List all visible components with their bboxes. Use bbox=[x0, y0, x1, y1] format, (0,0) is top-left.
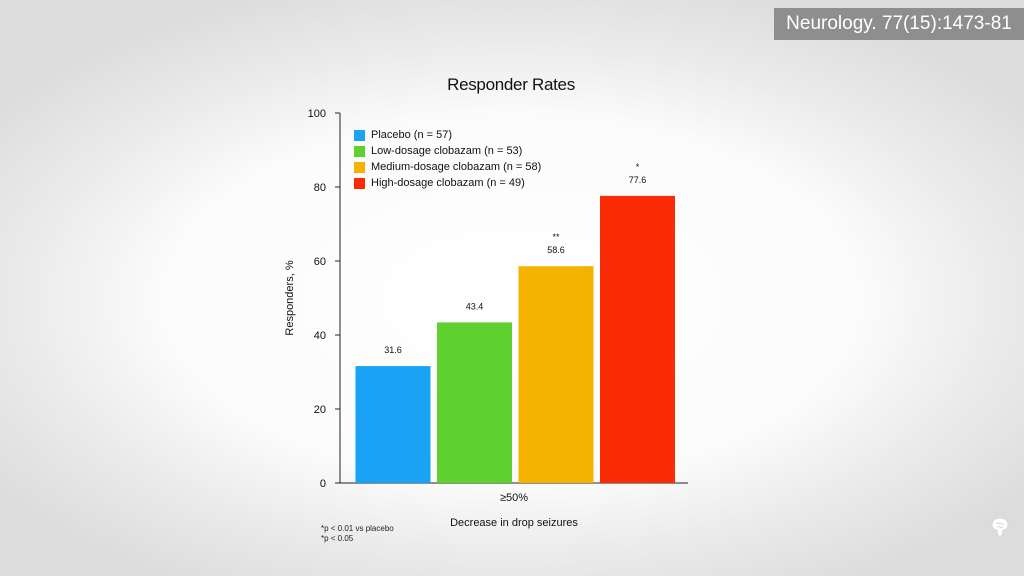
legend-swatch bbox=[354, 129, 365, 141]
y-axis-label: Responders, % bbox=[284, 260, 296, 335]
bar-3 bbox=[518, 266, 594, 483]
y-tick-label: 0 bbox=[320, 478, 326, 490]
x-axis-label: Decrease in drop seizures bbox=[450, 517, 578, 529]
brain-logo-icon bbox=[991, 517, 1009, 537]
x-category-label: ≥50% bbox=[500, 492, 528, 504]
legend-item-1: Placebo (n = 57) bbox=[354, 127, 541, 143]
chart-legend: Placebo (n = 57) Low-dosage clobazam (n =… bbox=[354, 127, 541, 191]
legend-item-4: High-dosage clobazam (n = 49) bbox=[354, 175, 541, 191]
bar-4 bbox=[600, 195, 675, 483]
footnote-2: *p < 0.05 bbox=[321, 534, 354, 543]
bar-value-label: 43.4 bbox=[466, 301, 484, 311]
legend-label: Medium-dosage clobazam (n = 58) bbox=[371, 161, 542, 173]
bar-value-label: 77.6 bbox=[629, 175, 647, 185]
legend-swatch bbox=[354, 145, 365, 157]
bar-1 bbox=[355, 366, 431, 483]
y-tick-label: 60 bbox=[314, 256, 326, 268]
legend-label: High-dosage clobazam (n = 49) bbox=[371, 177, 525, 189]
significance-marker: ** bbox=[552, 232, 560, 242]
legend-label: Low-dosage clobazam (n = 53) bbox=[371, 145, 523, 157]
footnote-1: *p < 0.01 vs placebo bbox=[321, 524, 394, 533]
footnotes: *p < 0.01 vs placebo *p < 0.05 bbox=[321, 524, 394, 544]
citation-banner: Neurology. 77(15):1473-81 bbox=[774, 8, 1024, 40]
legend-swatch bbox=[354, 177, 365, 189]
y-tick-label: 80 bbox=[314, 182, 326, 194]
chart-title: Responder Rates bbox=[447, 75, 575, 94]
legend-item-3: Medium-dosage clobazam (n = 58) bbox=[354, 159, 541, 175]
y-tick-label: 20 bbox=[314, 404, 326, 416]
y-tick-label: 100 bbox=[308, 108, 326, 120]
bar-value-label: 31.6 bbox=[384, 345, 402, 355]
legend-item-2: Low-dosage clobazam (n = 53) bbox=[354, 143, 541, 159]
legend-label: Placebo (n = 57) bbox=[371, 129, 453, 141]
y-tick-label: 40 bbox=[314, 330, 326, 342]
bar-value-label: 58.6 bbox=[547, 245, 565, 255]
legend-swatch bbox=[354, 161, 365, 173]
bar-2 bbox=[437, 322, 512, 483]
significance-marker: * bbox=[636, 162, 640, 172]
